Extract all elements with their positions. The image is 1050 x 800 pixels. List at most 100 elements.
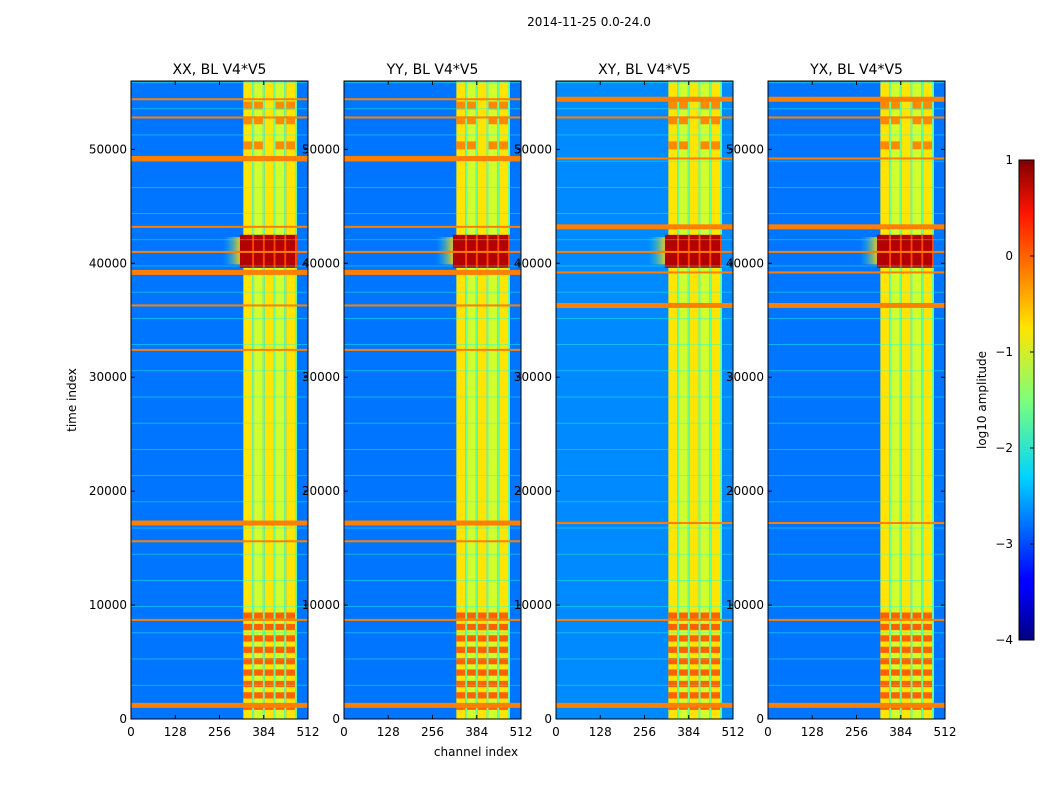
hot-patch bbox=[243, 635, 253, 642]
hot-patch bbox=[477, 635, 487, 642]
texture-line bbox=[131, 344, 308, 345]
hot-patch bbox=[891, 680, 900, 688]
hot-patch bbox=[679, 623, 688, 631]
hot-patch bbox=[499, 646, 509, 653]
hot-patch bbox=[477, 612, 487, 619]
hot-patch bbox=[477, 658, 487, 665]
hot-patch bbox=[912, 669, 922, 676]
hot-patch bbox=[275, 116, 285, 125]
panel-title: XX, BL V4*V5 bbox=[173, 62, 267, 78]
hot-patch bbox=[689, 646, 699, 653]
texture-line bbox=[344, 291, 521, 293]
heatmap-image bbox=[344, 81, 521, 719]
x-tick-label: 384 bbox=[465, 725, 488, 739]
texture-line bbox=[556, 291, 733, 293]
x-tick-label: 128 bbox=[801, 725, 824, 739]
texture-line bbox=[556, 527, 733, 529]
channel-band bbox=[243, 81, 253, 719]
hot-patch bbox=[923, 612, 933, 619]
x-tick-label: 256 bbox=[208, 725, 231, 739]
panel-title: XY, BL V4*V5 bbox=[598, 62, 691, 78]
texture-line bbox=[768, 265, 945, 267]
hot-patch bbox=[488, 101, 498, 110]
hot-patch bbox=[711, 669, 721, 676]
flagged-row bbox=[344, 702, 521, 708]
flagged-row bbox=[131, 540, 308, 543]
y-tick-label: 10000 bbox=[514, 598, 552, 612]
hot-patch bbox=[243, 141, 253, 150]
texture-line bbox=[556, 632, 733, 634]
texture-line bbox=[344, 501, 521, 503]
hot-patch bbox=[880, 116, 890, 125]
colorbar-tick-label: 0 bbox=[1005, 249, 1013, 263]
hot-patch bbox=[880, 646, 890, 653]
flagged-row bbox=[768, 96, 945, 102]
hot-patch bbox=[275, 623, 285, 631]
hot-patch bbox=[912, 623, 922, 631]
hot-patch bbox=[912, 658, 922, 665]
hot-patch bbox=[467, 635, 476, 642]
colorbar-tick-label: −2 bbox=[995, 441, 1013, 455]
channel-band bbox=[264, 81, 274, 719]
flagged-row bbox=[131, 520, 308, 526]
flagged-row bbox=[131, 250, 308, 253]
hot-patch bbox=[923, 646, 933, 653]
texture-line bbox=[768, 344, 945, 345]
hot-patch bbox=[679, 116, 688, 125]
hot-patch bbox=[891, 658, 900, 665]
texture-line bbox=[344, 632, 521, 634]
hot-patch bbox=[689, 623, 699, 631]
flagged-row bbox=[344, 269, 521, 275]
channel-band bbox=[711, 81, 721, 719]
texture-line bbox=[131, 108, 308, 110]
texture-line bbox=[131, 239, 308, 241]
texture-line bbox=[556, 422, 733, 424]
texture-line bbox=[768, 553, 945, 555]
x-tick-label: 512 bbox=[934, 725, 957, 739]
hot-patch bbox=[488, 141, 498, 150]
texture-line bbox=[344, 344, 521, 345]
channel-band bbox=[700, 81, 710, 719]
flagged-row bbox=[556, 250, 733, 253]
texture-line bbox=[556, 344, 733, 345]
flagged-row bbox=[344, 618, 521, 621]
hot-patch bbox=[901, 612, 911, 619]
x-tick-label: 512 bbox=[297, 725, 320, 739]
hot-patch bbox=[264, 692, 274, 699]
channel-band bbox=[901, 81, 911, 719]
flagged-row bbox=[131, 269, 308, 275]
hot-patch bbox=[679, 669, 688, 676]
hot-patch bbox=[711, 101, 721, 110]
hot-patch bbox=[243, 658, 253, 665]
texture-line bbox=[344, 239, 521, 241]
panel-title: YX, BL V4*V5 bbox=[809, 62, 903, 78]
hot-patch bbox=[456, 692, 466, 699]
hot-patch bbox=[456, 612, 466, 619]
panel-title: YY, BL V4*V5 bbox=[386, 62, 479, 78]
flagged-row bbox=[556, 702, 733, 708]
hot-patch bbox=[880, 141, 890, 150]
hot-patch bbox=[286, 116, 296, 125]
texture-line bbox=[131, 684, 308, 686]
hot-patch bbox=[711, 658, 721, 665]
hot-patch bbox=[923, 623, 933, 631]
hot-patch bbox=[467, 680, 476, 688]
flagged-row bbox=[344, 155, 521, 161]
hot-patch bbox=[891, 635, 900, 642]
channel-gap bbox=[486, 81, 489, 719]
hot-patch bbox=[286, 692, 296, 699]
texture-line bbox=[344, 213, 521, 214]
hot-patch bbox=[286, 623, 296, 631]
hot-patch bbox=[275, 646, 285, 653]
channel-gap bbox=[899, 81, 902, 719]
hot-patch bbox=[254, 101, 263, 110]
hot-patch bbox=[668, 141, 678, 150]
channel-band bbox=[275, 81, 285, 719]
x-tick-label: 128 bbox=[164, 725, 187, 739]
x-axis-label: channel index bbox=[434, 745, 518, 759]
hot-patch bbox=[477, 680, 487, 688]
hot-patch bbox=[275, 680, 285, 688]
flagged-row bbox=[344, 250, 521, 253]
channel-band bbox=[254, 81, 263, 719]
figure-suptitle: 2014-11-25 0.0-24.0 bbox=[527, 15, 651, 29]
